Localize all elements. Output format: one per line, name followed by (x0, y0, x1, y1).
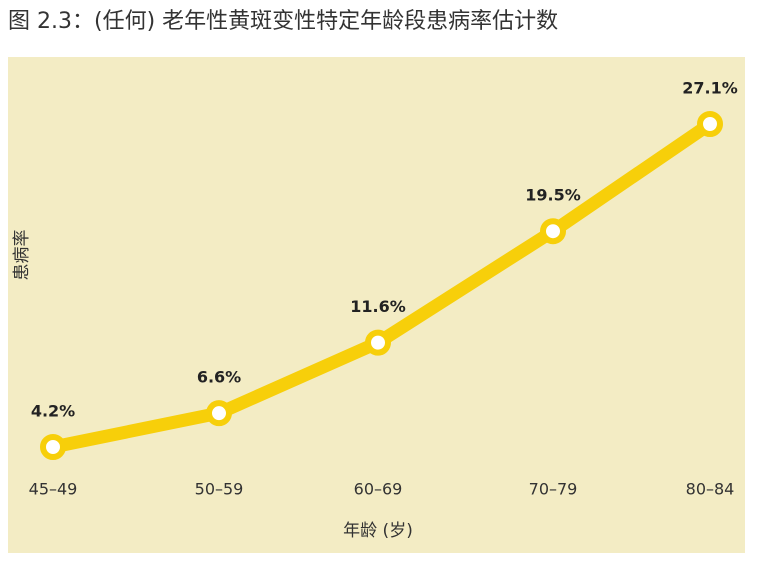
data-point (697, 111, 723, 137)
data-point (540, 218, 566, 245)
value-label: 11.6% (350, 297, 406, 316)
x-tick-label: 70–79 (529, 480, 578, 499)
value-label: 6.6% (197, 368, 241, 387)
x-axis-label: 年龄 (岁) (343, 521, 413, 541)
x-tick-label: 60–69 (354, 480, 403, 499)
plot-background (8, 57, 745, 553)
value-label: 27.1% (682, 79, 738, 98)
value-label: 4.2% (31, 402, 75, 421)
y-axis-label: 患病率 (12, 230, 32, 281)
data-point (206, 400, 232, 427)
x-tick-label: 50–59 (195, 480, 244, 499)
chart-title: 图 2.3：(任何) 老年性黄斑变性特定年龄段患病率估计数 (8, 9, 558, 34)
value-label: 19.5% (525, 186, 581, 205)
data-point (365, 329, 391, 356)
x-tick-label: 80–84 (686, 480, 735, 499)
x-tick-label: 45–49 (29, 480, 78, 499)
data-point (40, 434, 66, 460)
